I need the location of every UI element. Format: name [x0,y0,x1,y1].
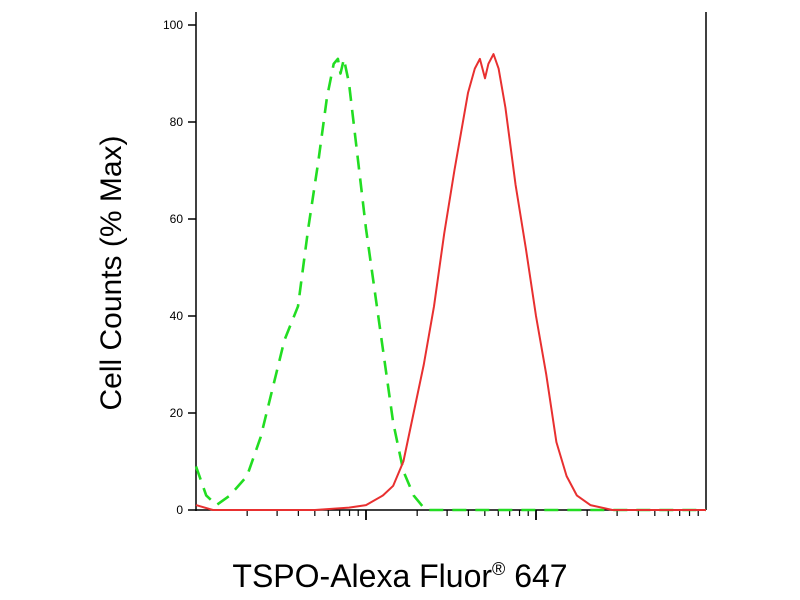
x-axis-ticks [246,510,699,520]
series-layer [194,53,706,512]
y-tick-label: 80 [170,115,184,129]
y-tick-label: 0 [176,503,183,517]
registered-mark: ® [492,559,506,579]
y-tick-label: 20 [170,406,184,420]
y-tick-label: 40 [170,309,184,323]
y-axis-ticks: 0 20 40 60 80 100 [163,18,196,517]
control-histogram-line [194,57,706,512]
y-tick-label: 60 [170,212,184,226]
tspo-histogram-line [195,53,706,511]
x-axis-label-main: TSPO-Alexa Fluor [232,558,493,594]
y-tick-label: 100 [163,18,183,32]
y-axis-label: Cell Counts (% Max) [95,135,128,410]
x-axis-label-tail: 647 [505,558,568,594]
plot-axes [195,12,707,511]
x-axis-label: TSPO-Alexa Fluor® 647 [0,558,800,595]
